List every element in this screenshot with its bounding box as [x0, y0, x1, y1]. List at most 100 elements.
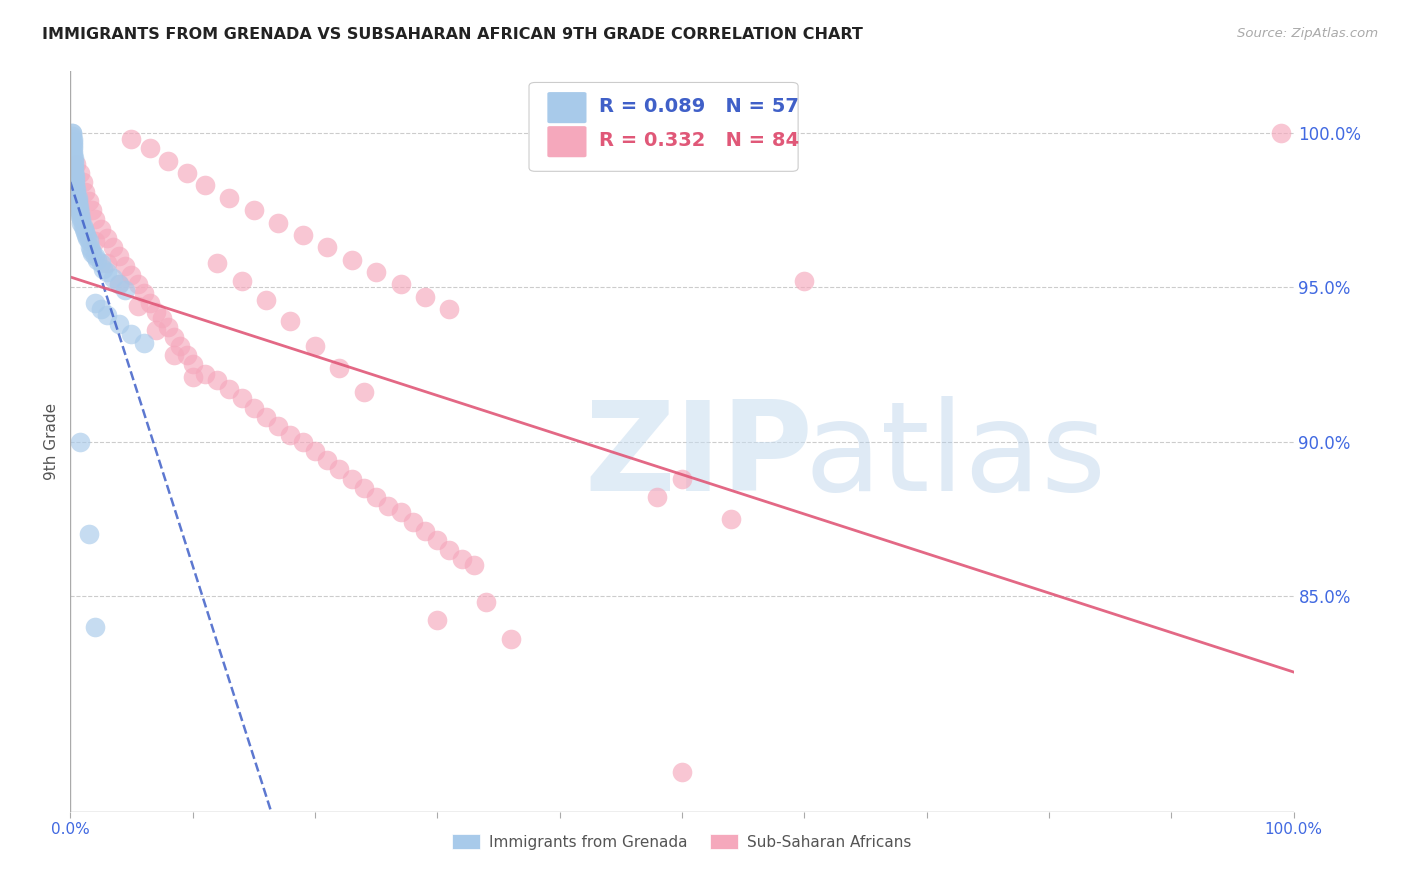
Point: [316, 240, 339, 254]
Point: [413, 524, 436, 538]
Point: [389, 277, 412, 292]
Point: [121, 326, 143, 341]
Point: [62, 132, 84, 146]
Text: IMMIGRANTS FROM GRENADA VS SUBSAHARAN AFRICAN 9TH GRADE CORRELATION CHART: IMMIGRANTS FROM GRENADA VS SUBSAHARAN AF…: [42, 27, 863, 42]
Point: [63, 178, 86, 193]
Point: [65, 181, 87, 195]
Point: [65, 187, 87, 202]
Point: [63, 153, 86, 168]
Point: [340, 471, 363, 485]
Point: [450, 551, 472, 566]
Point: [90, 255, 112, 269]
Point: [353, 385, 375, 400]
Text: R = 0.332   N = 84: R = 0.332 N = 84: [599, 131, 799, 151]
Point: [176, 348, 198, 362]
Point: [150, 311, 173, 326]
Point: [163, 329, 186, 343]
Point: [63, 176, 86, 190]
Point: [475, 595, 498, 609]
Point: [291, 434, 314, 449]
Point: [366, 490, 388, 504]
Point: [96, 231, 118, 245]
Point: [63, 151, 86, 165]
Point: [254, 409, 277, 424]
Point: [267, 215, 290, 229]
Point: [291, 227, 314, 242]
Point: [62, 145, 84, 159]
Point: [69, 434, 91, 449]
Point: [101, 240, 124, 254]
Point: [96, 255, 118, 269]
Point: [69, 210, 91, 224]
Point: [231, 392, 253, 406]
Point: [243, 203, 266, 218]
Point: [62, 141, 84, 155]
Point: [353, 481, 375, 495]
Point: [328, 462, 350, 476]
FancyBboxPatch shape: [547, 92, 586, 123]
Point: [63, 166, 86, 180]
Point: [205, 255, 228, 269]
Point: [69, 206, 91, 220]
Y-axis label: 9th Grade: 9th Grade: [44, 403, 59, 480]
Point: [96, 265, 118, 279]
Point: [62, 147, 84, 161]
Point: [139, 295, 162, 310]
Point: [647, 490, 669, 504]
Point: [139, 141, 162, 155]
Point: [1270, 126, 1292, 140]
Point: [366, 265, 388, 279]
Point: [402, 515, 425, 529]
Point: [132, 286, 155, 301]
Point: [67, 203, 90, 218]
Point: [63, 157, 86, 171]
Point: [60, 126, 83, 140]
Point: [62, 138, 84, 153]
Point: [377, 500, 399, 514]
Point: [280, 314, 302, 328]
Point: [79, 240, 101, 254]
Point: [114, 284, 136, 298]
Point: [70, 215, 93, 229]
Point: [77, 194, 100, 208]
Point: [72, 219, 94, 233]
Point: [77, 527, 100, 541]
FancyBboxPatch shape: [547, 126, 586, 157]
Point: [108, 250, 131, 264]
Point: [671, 764, 693, 779]
Point: [671, 471, 693, 485]
Point: [304, 339, 326, 353]
Point: [83, 620, 105, 634]
Point: [157, 320, 180, 334]
Point: [499, 632, 522, 646]
Point: [62, 136, 84, 150]
Point: [181, 358, 204, 372]
Point: [66, 191, 89, 205]
Point: [413, 289, 436, 303]
Text: atlas: atlas: [804, 396, 1107, 516]
Point: [75, 227, 97, 242]
Point: [176, 166, 198, 180]
Text: R = 0.089   N = 57: R = 0.089 N = 57: [599, 97, 799, 116]
Legend: Immigrants from Grenada, Sub-Saharan Africans: Immigrants from Grenada, Sub-Saharan Afr…: [446, 828, 918, 856]
Point: [108, 277, 131, 292]
Text: ZIP: ZIP: [583, 396, 813, 516]
Point: [267, 419, 290, 434]
Point: [169, 339, 191, 353]
Point: [389, 506, 412, 520]
Point: [67, 200, 90, 214]
Point: [145, 323, 167, 337]
Point: [127, 277, 149, 292]
Point: [90, 221, 112, 235]
Point: [463, 558, 485, 572]
Point: [73, 225, 96, 239]
Point: [63, 160, 86, 174]
Point: [243, 401, 266, 415]
Point: [218, 191, 240, 205]
Point: [83, 295, 105, 310]
Point: [83, 250, 105, 264]
Point: [194, 178, 217, 193]
Point: [66, 194, 89, 208]
FancyBboxPatch shape: [529, 82, 799, 171]
Point: [304, 443, 326, 458]
